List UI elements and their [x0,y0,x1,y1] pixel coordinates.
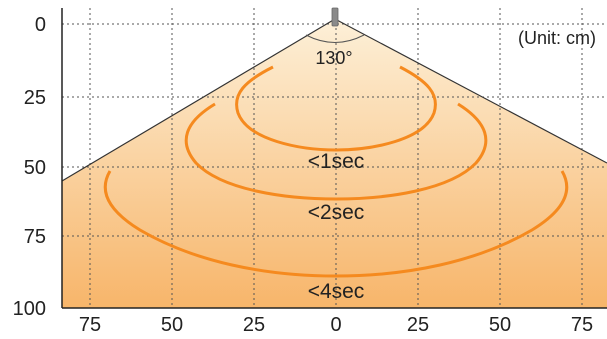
x-tick-label: 75 [571,314,593,336]
unit-label: (Unit: cm) [518,28,596,48]
zone-label-2sec: <2sec [308,201,365,224]
x-tick-label: 25 [407,314,429,336]
y-tick-label: 25 [24,87,46,109]
cone-edge-right [334,18,607,164]
contour-1sec [235,65,437,152]
zone-label-1sec: <1sec [308,150,365,173]
sensor-icon [331,7,339,27]
x-tick-label: 50 [489,314,511,336]
y-tick-label: 75 [24,226,46,248]
zone-label-4sec: <4sec [308,280,365,303]
angle-label: 130° [315,48,352,68]
angle-arc [305,34,365,43]
cone-edge-left [61,18,336,182]
contour-2sec [184,102,488,201]
x-tick-label: 50 [161,314,183,336]
x-tick-label: 25 [243,314,265,336]
y-tick-label: 100 [13,298,46,320]
y-tick-label: 0 [35,14,46,36]
x-tick-label: 0 [330,314,341,336]
y-tick-label: 50 [24,157,46,179]
contour-4sec [103,170,569,278]
x-tick-label: 75 [79,314,101,336]
